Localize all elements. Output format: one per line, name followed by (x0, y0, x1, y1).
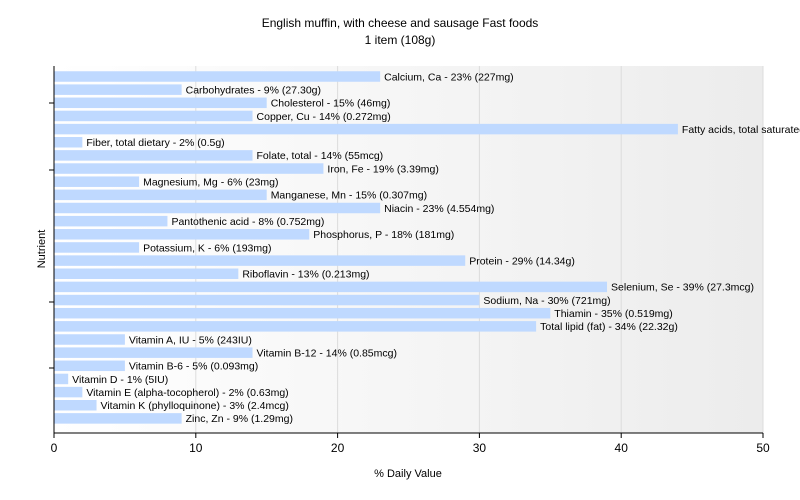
bar-label: Cholesterol - 15% (46mg) (271, 98, 391, 110)
bar-label: Copper, Cu - 14% (0.272mg) (257, 111, 391, 123)
bar (54, 163, 324, 174)
bar-label: Zinc, Zn - 9% (1.29mg) (186, 413, 293, 425)
bar (54, 255, 466, 266)
bar (54, 373, 69, 385)
bar (54, 281, 608, 293)
bar (54, 307, 551, 319)
bar (54, 123, 678, 135)
bar (54, 71, 381, 82)
bar (54, 386, 83, 398)
bar-label: Selenium, Se - 39% (27.3mcg) (611, 282, 754, 294)
bar-label: Iron, Fe - 19% (3.39mg) (327, 163, 438, 175)
bar (54, 215, 168, 227)
bar-label: Folate, total - 14% (55mcg) (257, 150, 384, 162)
bar-label: Vitamin A, IU - 5% (243IU) (129, 334, 252, 346)
bar-label: Vitamin E (alpha-tocopherol) - 2% (0.63m… (86, 387, 288, 399)
bar (54, 150, 253, 161)
bar (54, 229, 310, 240)
bar-label: Fiber, total dietary - 2% (0.5g) (86, 137, 224, 149)
bar (54, 137, 83, 148)
bar-label: Vitamin B-12 - 14% (0.85mcg) (257, 347, 397, 359)
x-tick-label: 50 (756, 441, 770, 455)
chart-subtitle: 1 item (108g) (365, 33, 436, 47)
bar (54, 347, 253, 358)
x-axis-label: % Daily Value (374, 468, 442, 480)
bar-label: Fatty acids, total saturated - 44% (8.80… (682, 124, 800, 136)
bar-label: Total lipid (fat) - 34% (22.32g) (540, 321, 678, 333)
chart-title: English muffin, with cheese and sausage … (262, 16, 539, 30)
bar (54, 189, 267, 201)
bar (54, 400, 97, 411)
bar-label: Pantothenic acid - 8% (0.752mg) (171, 216, 324, 228)
bar-label: Potassium, K - 6% (193mg) (143, 242, 271, 254)
bar (54, 360, 125, 372)
bar-label: Vitamin D - 1% (5IU) (72, 374, 168, 386)
bar-label: Calcium, Ca - 23% (227mg) (384, 71, 514, 83)
bar-label: Phosphorus, P - 18% (181mg) (313, 229, 454, 241)
bar (54, 321, 537, 332)
bar (54, 97, 267, 109)
bar (54, 413, 182, 424)
bar (54, 268, 239, 279)
bar (54, 294, 480, 306)
bar-label: Riboflavin - 13% (0.213mg) (242, 269, 369, 281)
bar (54, 334, 125, 345)
x-tick-label: 10 (189, 441, 203, 455)
y-axis-label: Nutrient (36, 230, 48, 269)
bar-label: Niacin - 23% (4.554mg) (384, 203, 494, 215)
bar-label: Vitamin K (phylloquinone) - 3% (2.4mcg) (101, 400, 289, 412)
bar (54, 176, 140, 187)
bar (54, 84, 182, 95)
x-tick-label: 40 (615, 441, 629, 455)
bar-label: Vitamin B-6 - 5% (0.093mg) (129, 361, 258, 373)
x-tick-label: 20 (331, 441, 345, 455)
bar (54, 202, 381, 214)
bar-label: Sodium, Na - 30% (721mg) (483, 295, 610, 307)
bar (54, 242, 140, 253)
bar (54, 110, 253, 122)
x-tick-label: 30 (473, 441, 487, 455)
x-tick-label: 0 (51, 441, 58, 455)
bar-label: Manganese, Mn - 15% (0.307mg) (271, 190, 427, 202)
bar-label: Magnesium, Mg - 6% (23mg) (143, 177, 278, 189)
bar-label: Carbohydrates - 9% (27.30g) (186, 84, 321, 96)
bar-label: Protein - 29% (14.34g) (469, 255, 575, 267)
bar-label: Thiamin - 35% (0.519mg) (554, 308, 672, 320)
